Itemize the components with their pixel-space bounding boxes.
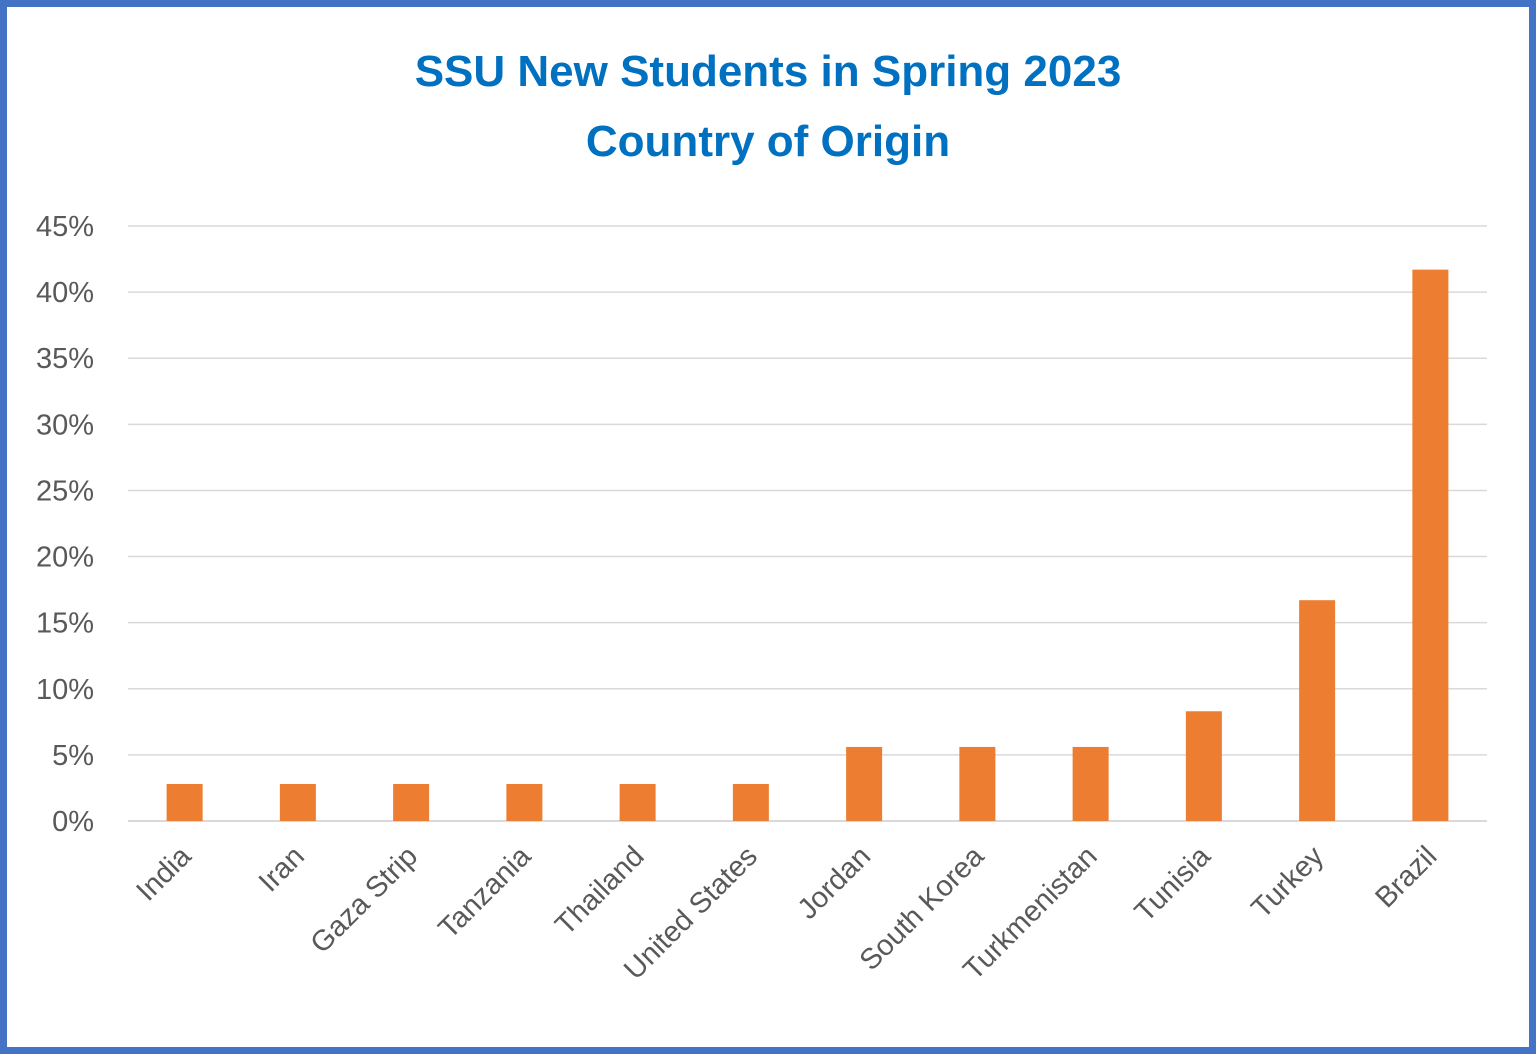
bar-gaza-strip xyxy=(393,783,430,821)
x-category-label: Gaza Strip xyxy=(305,840,425,960)
y-tick-label: 30% xyxy=(36,409,94,441)
y-tick-label: 15% xyxy=(36,608,94,640)
bar-jordan xyxy=(846,746,883,821)
y-tick-label: 25% xyxy=(36,475,94,507)
x-category-label: Jordan xyxy=(792,840,877,925)
bar-india xyxy=(166,783,203,821)
bar-thailand xyxy=(619,783,656,821)
bars xyxy=(166,269,1449,822)
bar-tunisia xyxy=(1185,711,1222,821)
x-category-label: Turkey xyxy=(1246,840,1331,925)
bar-south-korea xyxy=(959,746,996,821)
bar-turkey xyxy=(1299,600,1336,821)
y-axis-tick-labels: 0% 5% 10% 15% 20% 25% 30% 35% 40% 45% xyxy=(36,211,94,838)
y-tick-label: 0% xyxy=(52,806,94,838)
x-category-label: Iran xyxy=(253,840,311,898)
y-tick-label: 10% xyxy=(36,674,94,706)
gridlines xyxy=(128,225,1487,822)
y-tick-label: 20% xyxy=(36,542,94,574)
chart-title-line-1: SSU New Students in Spring 2023 xyxy=(414,47,1122,96)
bar-iran xyxy=(279,783,316,821)
bar-united-states xyxy=(732,783,769,821)
y-tick-label: 40% xyxy=(36,277,94,309)
bar-tanzania xyxy=(506,783,543,821)
bar-brazil xyxy=(1412,269,1449,822)
x-category-label: Tunisia xyxy=(1129,840,1218,929)
y-tick-label: 45% xyxy=(36,211,94,243)
chart-title-line-2: Country of Origin xyxy=(585,117,951,166)
x-category-label: Brazil xyxy=(1369,840,1443,914)
y-tick-label: 5% xyxy=(52,740,94,772)
y-tick-label: 35% xyxy=(36,343,94,375)
bar-turkmenistan xyxy=(1072,746,1109,821)
x-category-label: Thailand xyxy=(549,840,650,941)
x-category-label: Tanzania xyxy=(433,840,538,945)
x-category-label: India xyxy=(130,840,198,908)
